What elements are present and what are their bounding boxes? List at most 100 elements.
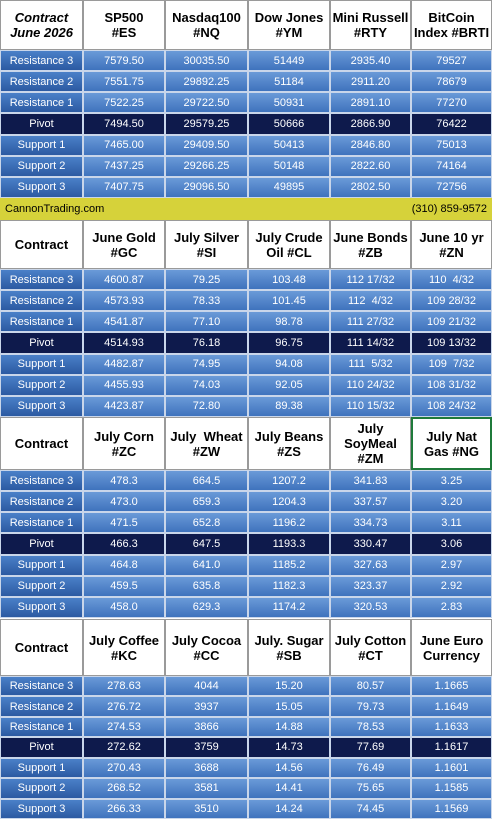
value-text: 4573.93 (104, 294, 144, 307)
value-cell: 268.52 (83, 778, 165, 799)
row-label: Resistance 1 (0, 716, 83, 738)
value-text: 276.72 (107, 700, 141, 713)
value-cell: 14.73 (248, 737, 330, 758)
value-cell: 7551.75 (83, 71, 165, 93)
header-text: #SB (276, 647, 302, 663)
value-cell: 75.65 (330, 778, 411, 799)
value-cell: 2846.80 (330, 134, 411, 156)
row-label: Resistance 3 (0, 269, 83, 291)
value-text: 110 15/32 (346, 400, 395, 413)
value-cell: 49895 (248, 176, 330, 198)
value-cell: 7465.00 (83, 134, 165, 156)
label-text: Resistance 1 (9, 516, 74, 529)
value-cell: 2935.40 (330, 50, 411, 72)
value-text: 459.5 (110, 580, 138, 593)
value-text: 108 31/32 (427, 379, 476, 392)
value-cell: 50931 (248, 92, 330, 114)
label-text: Support 1 (17, 559, 66, 572)
value-text: 109 13/32 (427, 336, 476, 349)
value-cell: 92.05 (248, 374, 330, 396)
value-cell: 112 4/32 (330, 290, 411, 312)
value-text: 3866 (194, 721, 219, 734)
value-text: 109 28/32 (427, 294, 476, 307)
value-text: 7465.00 (104, 139, 144, 152)
value-cell: 1.1665 (411, 676, 492, 697)
value-text: 272.62 (107, 741, 141, 754)
row-label: Resistance 2 (0, 696, 83, 717)
value-text: 51184 (274, 75, 304, 88)
value-text: 50666 (273, 117, 305, 130)
value-text: 7551.75 (104, 75, 144, 88)
value-text: 14.41 (275, 782, 303, 795)
value-text: 4423.87 (104, 400, 144, 413)
value-cell: 4455.93 (83, 374, 165, 396)
value-text: 75.65 (356, 782, 385, 795)
value-text: 77.10 (192, 315, 221, 328)
value-cell: 3688 (165, 757, 248, 779)
value-text: 478.3 (110, 474, 138, 487)
value-text: 7579.50 (104, 54, 144, 67)
value-text: 110 24/32 (346, 379, 395, 392)
header-cell: Contract June 2026 (0, 0, 83, 50)
value-text: 1.1649 (434, 700, 469, 713)
header-cell: Dow Jones #YM (248, 0, 330, 50)
label-text: Support 1 (17, 139, 66, 152)
value-text: 76.49 (356, 761, 385, 774)
header-text: June 2026 (10, 25, 73, 40)
label-text: Support 3 (17, 181, 66, 194)
value-text: 1.1665 (434, 680, 469, 693)
value-text: 29579.25 (183, 117, 230, 130)
value-cell: 74.03 (165, 374, 248, 396)
header-text: June Euro (419, 632, 484, 648)
value-cell: 77270 (411, 92, 492, 114)
value-text: 341.83 (353, 474, 388, 487)
value-cell: 652.8 (165, 512, 248, 534)
header-text: Contract (14, 640, 69, 655)
value-text: 320.53 (353, 601, 388, 614)
value-cell: 2822.60 (330, 155, 411, 177)
value-text: 3.11 (441, 516, 462, 529)
header-text: Contract (14, 436, 69, 451)
header-text: #ZB (358, 244, 383, 260)
value-text: 111 5/32 (348, 358, 393, 371)
label-text: Pivot (29, 537, 54, 550)
row-label: Pivot (0, 113, 83, 135)
value-text: 1193.3 (272, 537, 306, 550)
label-text: Resistance 1 (9, 96, 74, 109)
header-text: Oil #CL (266, 244, 312, 260)
value-text: 29266.25 (183, 160, 230, 173)
value-cell: 334.73 (330, 512, 411, 534)
header-text: Contract (14, 10, 69, 25)
value-cell: 3.20 (411, 491, 492, 513)
row-label: Resistance 2 (0, 491, 83, 513)
value-text: 79.25 (192, 273, 221, 286)
value-text: 3.25 (440, 474, 463, 487)
row-label: Resistance 3 (0, 676, 83, 697)
label-text: Pivot (29, 117, 54, 130)
value-text: 3688 (194, 761, 219, 774)
value-cell: 72.80 (165, 395, 248, 417)
value-cell: 7494.50 (83, 113, 165, 135)
value-text: 266.33 (107, 802, 141, 815)
header-cell: June Euro Currency (411, 619, 492, 676)
header-cell: July Corn #ZC (83, 417, 165, 470)
value-text: 29722.50 (183, 96, 230, 109)
value-cell: 471.5 (83, 512, 165, 534)
value-cell: 1182.3 (248, 575, 330, 597)
header-text: July Silver (173, 229, 240, 245)
site-link[interactable]: CannonTrading.com (5, 203, 105, 215)
value-cell: 50413 (248, 134, 330, 156)
header-text: #RTY (353, 25, 388, 40)
value-text: 2822.60 (350, 160, 391, 173)
value-text: 79.73 (356, 700, 385, 713)
value-cell: 4541.87 (83, 311, 165, 333)
row-label: Resistance 3 (0, 470, 83, 492)
value-cell: 94.08 (248, 353, 330, 375)
value-text: 29096.50 (183, 181, 230, 194)
value-cell: 14.56 (248, 757, 330, 779)
value-text: 466.3 (110, 537, 138, 550)
value-text: 96.75 (275, 336, 303, 349)
value-text: 1.1633 (434, 721, 469, 734)
header-text: Mini Russell (332, 10, 409, 25)
header-text: June 10 yr (419, 229, 484, 245)
